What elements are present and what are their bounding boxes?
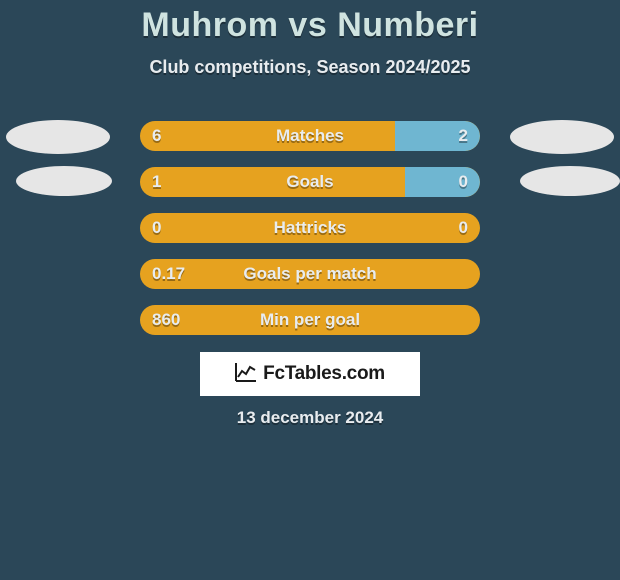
stat-row: 860 Min per goal bbox=[0, 302, 620, 348]
stat-row: 6 Matches 2 bbox=[0, 118, 620, 164]
page-title: Muhrom vs Numberi bbox=[0, 0, 620, 45]
infographic-canvas: Muhrom vs Numberi Club competitions, Sea… bbox=[0, 0, 620, 580]
chart-icon bbox=[235, 362, 257, 387]
stat-row: 1 Goals 0 bbox=[0, 164, 620, 210]
club-placeholder-right bbox=[520, 166, 620, 196]
stat-right-value: 2 bbox=[459, 121, 468, 151]
stat-label: Goals per match bbox=[140, 259, 480, 289]
branding-text: FcTables.com bbox=[263, 363, 385, 385]
stat-label: Min per goal bbox=[140, 305, 480, 335]
stat-row: 0 Hattricks 0 bbox=[0, 210, 620, 256]
stat-label: Matches bbox=[140, 121, 480, 151]
club-placeholder-left bbox=[16, 166, 112, 196]
club-placeholder-left bbox=[6, 120, 110, 154]
stat-right-value: 0 bbox=[459, 167, 468, 197]
stat-rows: 6 Matches 2 1 Goals 0 0 Hattricks 0 bbox=[0, 118, 620, 348]
stat-row: 0.17 Goals per match bbox=[0, 256, 620, 302]
branding-badge: FcTables.com bbox=[200, 352, 420, 396]
stat-label: Goals bbox=[140, 167, 480, 197]
stat-right-value: 0 bbox=[459, 213, 468, 243]
date-label: 13 december 2024 bbox=[0, 408, 620, 428]
page-subtitle: Club competitions, Season 2024/2025 bbox=[0, 57, 620, 78]
club-placeholder-right bbox=[510, 120, 614, 154]
stat-label: Hattricks bbox=[140, 213, 480, 243]
